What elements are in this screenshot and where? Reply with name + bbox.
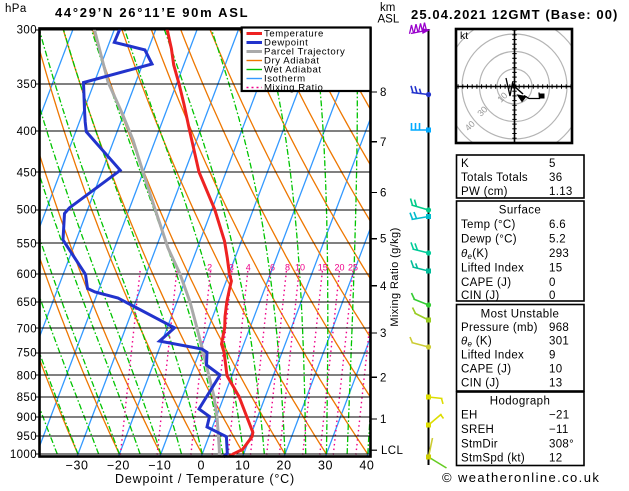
svg-text:5: 5 <box>549 158 556 170</box>
svg-text:−20: −20 <box>107 459 130 473</box>
svg-text:450: 450 <box>17 168 37 180</box>
svg-text:Lifted Index: Lifted Index <box>461 263 524 275</box>
svg-text:0: 0 <box>549 277 556 289</box>
svg-text:2: 2 <box>380 372 386 384</box>
svg-text:25: 25 <box>348 263 358 273</box>
svg-text:301: 301 <box>549 336 569 348</box>
svg-text:0: 0 <box>198 459 206 473</box>
svg-text:hPa: hPa <box>5 3 27 15</box>
svg-text:0: 0 <box>549 290 556 302</box>
svg-text:CIN (J): CIN (J) <box>461 290 500 302</box>
svg-text:θe(K): θe(K) <box>461 248 489 261</box>
svg-text:1: 1 <box>380 414 386 426</box>
svg-text:−11: −11 <box>549 424 569 436</box>
svg-text:40: 40 <box>359 459 374 473</box>
svg-text:Wet Adiabat: Wet Adiabat <box>264 65 322 76</box>
svg-text:θe (K): θe (K) <box>461 336 492 349</box>
svg-text:−30: −30 <box>66 459 89 473</box>
svg-text:StmDir: StmDir <box>461 439 498 451</box>
svg-text:308°: 308° <box>549 439 574 451</box>
svg-text:36: 36 <box>549 172 562 184</box>
svg-text:25.04.2021 12GMT (Base: 00): 25.04.2021 12GMT (Base: 00) <box>411 7 618 22</box>
svg-text:3: 3 <box>229 263 234 273</box>
svg-text:1000: 1000 <box>10 449 37 461</box>
svg-text:3: 3 <box>380 328 386 340</box>
svg-text:700: 700 <box>17 323 37 335</box>
svg-text:9: 9 <box>549 350 556 362</box>
svg-text:LCL: LCL <box>381 445 404 457</box>
svg-text:5.2: 5.2 <box>549 234 566 246</box>
svg-text:CIN (J): CIN (J) <box>461 378 500 390</box>
svg-text:10: 10 <box>295 263 305 273</box>
svg-text:968: 968 <box>549 322 569 334</box>
svg-text:km: km <box>380 2 395 14</box>
svg-text:4: 4 <box>380 281 387 293</box>
svg-text:6.6: 6.6 <box>549 219 566 231</box>
svg-text:Temp (°C): Temp (°C) <box>461 219 516 231</box>
svg-text:Dewp (°C): Dewp (°C) <box>461 234 517 246</box>
svg-text:500: 500 <box>17 205 37 217</box>
svg-text:7: 7 <box>380 137 386 149</box>
svg-text:550: 550 <box>17 238 37 250</box>
svg-text:750: 750 <box>17 348 37 360</box>
svg-text:8: 8 <box>380 87 386 99</box>
svg-text:Totals Totals: Totals Totals <box>461 172 528 184</box>
svg-text:600: 600 <box>17 269 37 281</box>
svg-text:900: 900 <box>17 412 37 424</box>
svg-text:Most Unstable: Most Unstable <box>481 309 560 321</box>
svg-text:CAPE (J): CAPE (J) <box>461 277 511 289</box>
svg-text:Mixing Ratio (g/kg): Mixing Ratio (g/kg) <box>389 227 401 326</box>
svg-text:20: 20 <box>277 459 292 473</box>
svg-text:Temperature: Temperature <box>264 29 324 40</box>
svg-text:15: 15 <box>318 263 328 273</box>
svg-text:400: 400 <box>17 126 37 138</box>
svg-text:Dewpoint: Dewpoint <box>264 38 308 49</box>
svg-text:PW (cm): PW (cm) <box>461 186 508 198</box>
svg-text:12: 12 <box>549 453 562 465</box>
svg-text:Mixing Ratio: Mixing Ratio <box>264 83 323 94</box>
svg-text:StmSpd (kt): StmSpd (kt) <box>461 453 525 465</box>
svg-text:850: 850 <box>17 392 37 404</box>
svg-text:−10: −10 <box>148 459 171 473</box>
svg-text:30: 30 <box>318 459 333 473</box>
svg-text:6: 6 <box>270 263 275 273</box>
svg-text:© weatheronline.co.uk: © weatheronline.co.uk <box>442 470 600 485</box>
svg-text:4: 4 <box>246 263 251 273</box>
svg-text:1.13: 1.13 <box>549 186 573 198</box>
svg-text:13: 13 <box>549 378 562 390</box>
svg-text:EH: EH <box>461 410 478 422</box>
svg-text:K: K <box>461 158 469 170</box>
svg-text:300: 300 <box>17 25 37 37</box>
svg-text:ASL: ASL <box>378 14 400 26</box>
svg-text:Hodograph: Hodograph <box>490 396 551 408</box>
svg-text:8: 8 <box>285 263 290 273</box>
svg-text:kt: kt <box>460 30 468 42</box>
svg-text:Lifted Index: Lifted Index <box>461 350 524 362</box>
svg-text:800: 800 <box>17 370 37 382</box>
svg-text:Pressure (mb): Pressure (mb) <box>461 322 538 334</box>
svg-text:6: 6 <box>380 187 386 199</box>
svg-text:Dry Adiabat: Dry Adiabat <box>264 56 320 67</box>
svg-text:20: 20 <box>334 263 344 273</box>
svg-text:Isotherm: Isotherm <box>264 74 306 85</box>
svg-text:15: 15 <box>549 263 562 275</box>
svg-text:Parcel Trajectory: Parcel Trajectory <box>264 47 345 58</box>
svg-text:SREH: SREH <box>461 424 494 436</box>
svg-text:2: 2 <box>207 263 212 273</box>
svg-text:−21: −21 <box>549 410 569 422</box>
svg-text:44°29’N 26°11’E 90m ASL: 44°29’N 26°11’E 90m ASL <box>55 5 249 20</box>
svg-text:10: 10 <box>235 459 250 473</box>
svg-text:CAPE (J): CAPE (J) <box>461 364 511 376</box>
svg-text:650: 650 <box>17 297 37 309</box>
svg-text:950: 950 <box>17 431 37 443</box>
svg-text:293: 293 <box>549 248 569 260</box>
svg-text:5: 5 <box>380 234 386 246</box>
svg-text:10: 10 <box>549 364 562 376</box>
svg-text:350: 350 <box>17 79 37 91</box>
svg-text:Surface: Surface <box>499 205 541 217</box>
svg-text:Dewpoint / Temperature (°C): Dewpoint / Temperature (°C) <box>115 472 295 486</box>
